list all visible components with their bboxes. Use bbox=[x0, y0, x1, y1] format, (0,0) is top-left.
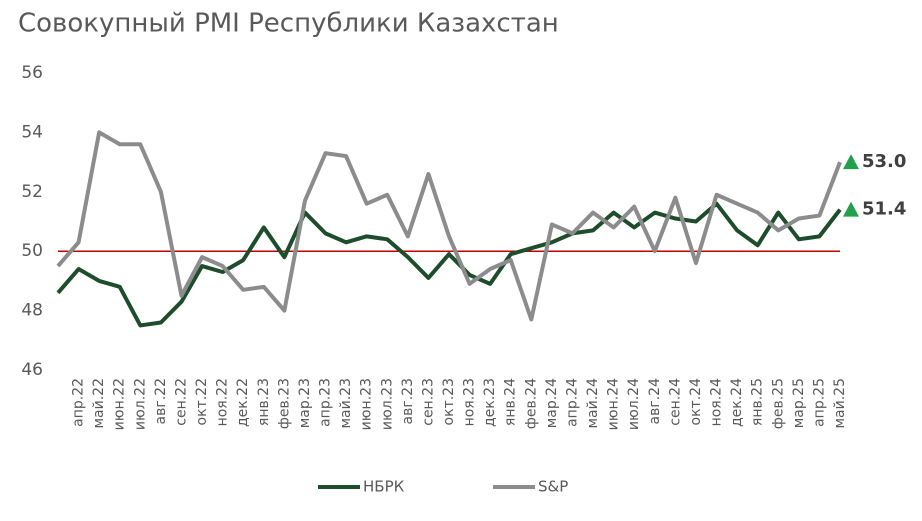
x-tick-label: окт.24 bbox=[688, 378, 704, 426]
x-tick-label: май.23 bbox=[338, 378, 354, 429]
x-tick-label: мар.24 bbox=[544, 378, 560, 428]
x-tick-label: май.22 bbox=[91, 378, 107, 429]
end-marker bbox=[843, 201, 859, 217]
y-tick-label: 50 bbox=[21, 241, 43, 261]
x-tick-label: янв.23 bbox=[256, 378, 272, 426]
x-tick-label: ноя.22 bbox=[215, 378, 231, 426]
y-tick-label: 52 bbox=[21, 182, 43, 202]
value-label: 51.4 bbox=[862, 199, 906, 220]
x-tick-label: апр.24 bbox=[564, 378, 580, 427]
x-tick-label: авг.24 bbox=[647, 378, 663, 425]
x-tick-label: мар.25 bbox=[791, 378, 807, 428]
x-tick-label: июл.23 bbox=[379, 378, 395, 430]
legend-label: S&P bbox=[538, 478, 568, 496]
series-line bbox=[56, 130, 842, 322]
y-tick-label: 46 bbox=[21, 360, 43, 380]
y-tick-label: 48 bbox=[21, 301, 43, 321]
x-tick-label: янв.25 bbox=[750, 378, 766, 426]
y-tick-label: 56 bbox=[21, 63, 43, 83]
x-tick-label: июл.24 bbox=[626, 378, 642, 430]
x-tick-label: июн.24 bbox=[606, 378, 622, 430]
x-tick-label: окт.22 bbox=[194, 378, 210, 425]
x-tick-label: сен.24 bbox=[667, 378, 683, 426]
x-tick-label: сен.22 bbox=[173, 378, 189, 426]
x-tick-label: июл.22 bbox=[132, 378, 148, 430]
x-tick-label: июн.23 bbox=[359, 378, 375, 430]
y-tick-label: 54 bbox=[21, 122, 43, 142]
legend-label: НБРК bbox=[363, 478, 405, 496]
x-tick-label: дек.23 bbox=[482, 378, 498, 427]
x-tick-label: окт.23 bbox=[441, 378, 457, 425]
x-tick-label: сен.23 bbox=[420, 378, 436, 426]
x-tick-label: мар.23 bbox=[297, 378, 313, 428]
value-label: 53.0 bbox=[862, 151, 906, 172]
x-tick-label: апр.23 bbox=[318, 378, 334, 427]
end-marker bbox=[843, 154, 859, 170]
series-line bbox=[56, 201, 842, 328]
x-tick-label: фев.23 bbox=[276, 378, 292, 429]
x-tick-label: дек.24 bbox=[729, 378, 745, 427]
x-tick-label: фев.24 bbox=[523, 378, 539, 429]
x-tick-label: ноя.23 bbox=[462, 378, 478, 426]
x-tick-label: фев.25 bbox=[770, 378, 786, 429]
x-tick-label: май.24 bbox=[585, 378, 601, 429]
x-tick-label: апр.25 bbox=[811, 378, 827, 427]
x-tick-label: июн.22 bbox=[112, 378, 128, 430]
x-tick-label: ноя.24 bbox=[709, 378, 725, 426]
x-tick-label: май.25 bbox=[832, 378, 848, 429]
chart-title: Совокупный PMI Республики Казахстан bbox=[18, 9, 559, 39]
x-tick-label: авг.23 bbox=[400, 378, 416, 424]
x-tick-label: дек.22 bbox=[235, 378, 251, 427]
x-tick-label: авг.22 bbox=[153, 378, 169, 424]
x-tick-label: янв.24 bbox=[503, 378, 519, 426]
x-tick-label: апр.22 bbox=[71, 378, 87, 427]
